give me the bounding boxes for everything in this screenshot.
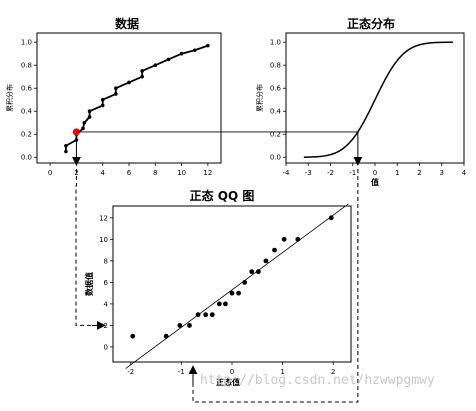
x-tick-label: -2 — [327, 169, 334, 177]
qq-point — [263, 258, 269, 264]
normal-cdf-frame — [285, 32, 465, 164]
data-point — [206, 43, 210, 48]
data-cdf-ylabel: 累积分布 — [5, 84, 14, 112]
y-tick-label: 12 — [99, 214, 108, 222]
qq-point — [177, 323, 183, 328]
data-point — [114, 86, 118, 91]
x-tick-label: 0 — [373, 169, 377, 177]
x-tick-label: -4 — [283, 169, 291, 177]
normal-cdf-panel: 正态分布 累积分布 0.0 0.2 0.4 0.6 0.8 1.0 -4 -3 -2 -1 0 1 2… — [255, 16, 467, 187]
y-tick-label: 1.0 — [270, 39, 281, 47]
data-to-qq-dashed-path — [75, 169, 92, 326]
data-cdf-step-line — [65, 44, 209, 152]
data-point — [127, 80, 131, 85]
y-tick-label: 0.4 — [21, 108, 33, 116]
x-tick-label: 6 — [127, 169, 132, 177]
y-tick-label: 0.8 — [21, 62, 32, 70]
qq-point — [223, 301, 228, 307]
normal-cdf-title: 正态分布 — [347, 16, 395, 31]
qq-point — [272, 247, 277, 253]
qq-point — [249, 269, 255, 275]
data-point — [179, 51, 184, 56]
qq-point — [130, 333, 136, 339]
qq-point — [163, 333, 169, 339]
x-tick-label: 2 — [417, 169, 421, 177]
qq-point — [295, 236, 301, 242]
data-point — [87, 109, 92, 114]
data-point — [153, 63, 158, 68]
y-tick-label: 0.2 — [270, 131, 281, 139]
y-tick-label: 6 — [104, 279, 109, 287]
x-tick-label: 3 — [440, 169, 444, 177]
x-tick-label: 1 — [280, 368, 284, 376]
normal-cdf-xlabel: 值 — [371, 177, 379, 187]
data-point — [87, 115, 92, 119]
mapping-connectors — [71, 131, 363, 403]
qq-point — [229, 290, 235, 296]
data-cdf-title: 数据 — [115, 16, 139, 31]
y-tick-label: 0 — [104, 343, 108, 351]
data-cdf-panel: 数据 累积分布 0.00.20.40.60.81.0 0 2 4 6 8 10 12 — [5, 16, 222, 177]
y-tick-label: 0.0 — [270, 154, 281, 162]
x-tick-label: 12 — [203, 169, 212, 177]
normal-cdf-ylabel: 累积分布 — [255, 84, 264, 112]
qq-plot-xlabel: 正态值 — [216, 377, 240, 387]
x-tick-label: -3 — [305, 169, 312, 177]
qq-point — [195, 312, 201, 318]
data-point — [82, 120, 87, 125]
x-tick-label: 0 — [230, 368, 234, 376]
x-tick-label: -1 — [349, 169, 356, 177]
qq-point — [187, 323, 192, 328]
data-point — [140, 69, 144, 73]
x-tick-label: 4 — [462, 169, 467, 177]
qq-plot-ylabel: 数据值 — [84, 272, 94, 296]
qq-point — [203, 312, 209, 318]
qq-point — [328, 215, 334, 221]
y-tick-label: 1.0 — [21, 39, 32, 47]
data-point — [100, 97, 105, 102]
y-tick-label: 0.0 — [21, 154, 32, 162]
x-tick-label: 10 — [177, 169, 186, 177]
qq-point — [255, 269, 261, 275]
x-tick-label: 8 — [153, 169, 157, 177]
data-point — [192, 48, 197, 53]
x-tick-label: -2 — [127, 368, 134, 376]
y-tick-label: 0.4 — [270, 108, 282, 116]
qq-point — [216, 301, 222, 307]
y-tick-label: 10 — [99, 236, 108, 244]
normal-cdf-curve — [303, 41, 453, 158]
qq-point — [281, 236, 287, 242]
data-point — [81, 126, 85, 131]
data-point — [100, 103, 105, 108]
y-tick-label: 8 — [104, 257, 108, 265]
y-tick-label: 0.2 — [21, 131, 32, 139]
y-tick-label: 0.8 — [270, 62, 281, 70]
watermark: http://blog.csdn.net/hzwwpgmwy — [200, 373, 435, 388]
qq-point — [242, 279, 248, 285]
y-tick-label: 0.6 — [270, 85, 282, 93]
x-tick-label: 2 — [331, 368, 335, 376]
data-point — [140, 74, 144, 79]
data-point — [166, 57, 171, 62]
data-point — [64, 143, 68, 148]
qq-plot-frame — [112, 205, 352, 363]
x-tick-label: -1 — [178, 368, 185, 376]
x-tick-label: 4 — [100, 169, 105, 177]
x-tick-label: 0 — [48, 169, 52, 177]
x-tick-label: 1 — [395, 169, 399, 177]
data-cdf-frame — [36, 32, 222, 164]
qq-plot-title: 正态 QQ 图 — [190, 188, 255, 203]
qq-point — [209, 312, 215, 318]
data-point — [64, 149, 68, 154]
data-point — [114, 92, 118, 96]
qq-point — [236, 290, 241, 296]
y-tick-label: 4 — [104, 300, 109, 308]
normal-to-qq-dashed-path — [192, 169, 359, 403]
y-tick-label: 0.6 — [21, 85, 33, 93]
qq-reference-line — [125, 203, 349, 369]
